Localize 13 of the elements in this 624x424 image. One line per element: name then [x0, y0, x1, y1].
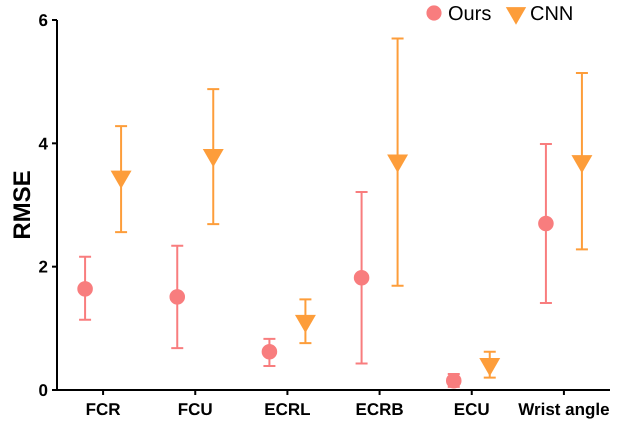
x-tick-label: ECRL: [264, 400, 311, 419]
legend-label: CNN: [530, 3, 574, 25]
x-tick-label: FCR: [86, 400, 121, 419]
x-tick-label: ECRB: [355, 400, 404, 419]
y-tick-label: 4: [38, 134, 49, 154]
y-tick-label: 0: [38, 380, 48, 400]
x-tick-label: ECU: [454, 400, 490, 419]
x-tick-label: Wrist angle: [518, 400, 610, 419]
legend-label: Ours: [448, 3, 492, 25]
y-axis-title: RMSE: [9, 170, 36, 240]
y-tick-label: 2: [38, 258, 48, 277]
y-tick-label: 6: [38, 10, 48, 30]
x-tick-label: FCU: [178, 400, 213, 419]
